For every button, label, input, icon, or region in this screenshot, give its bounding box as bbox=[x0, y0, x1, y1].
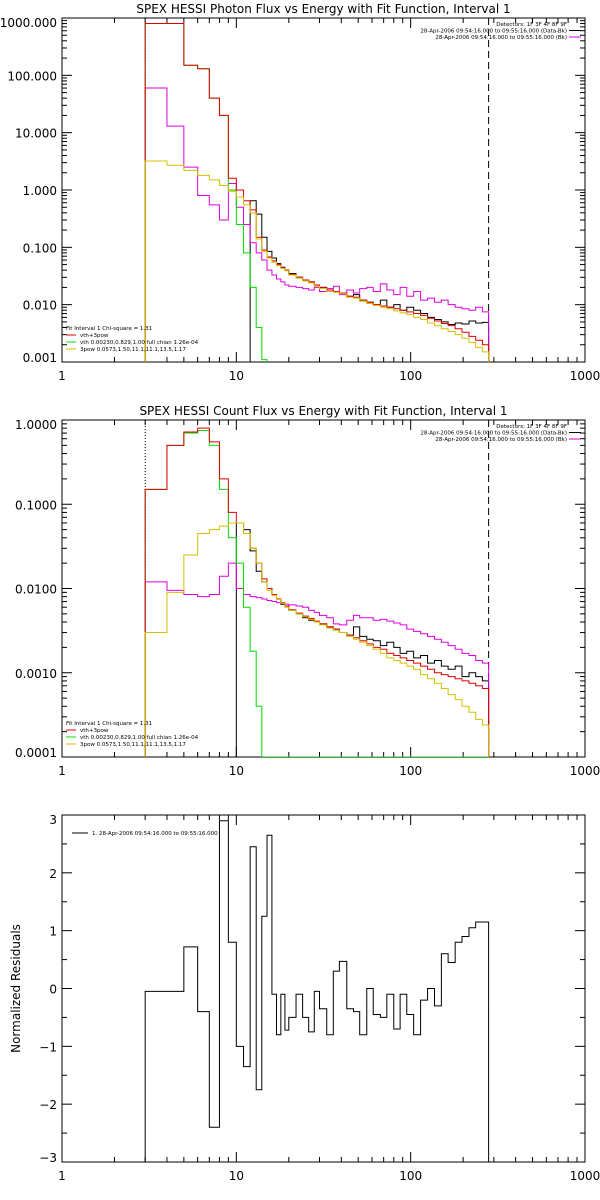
series-group bbox=[144, 820, 490, 1162]
fit-info-line: vth+3pow bbox=[80, 333, 109, 339]
series-line-5 bbox=[144, 522, 490, 757]
y-tick-label: −2 bbox=[39, 1098, 57, 1112]
y-tick-label: 1.000 bbox=[23, 184, 57, 198]
series-line-2 bbox=[144, 562, 490, 757]
series-line-2 bbox=[144, 87, 490, 362]
chart-title: SPEX HESSI Count Flux vs Energy with Fit… bbox=[139, 404, 507, 418]
y-tick-label: 0.010 bbox=[23, 299, 57, 313]
y-tick-label: 100.000 bbox=[7, 69, 57, 83]
fit-info-line: Fit Interval 1 Chi-square = 1.31 bbox=[66, 326, 152, 332]
series-group bbox=[144, 23, 490, 362]
header-line: 28-Apr-2006 09:54:16.000 to 09:55:16.000… bbox=[420, 431, 567, 437]
header-line: 28-Apr-2006 09:54:16.000 to 09:55:16.000… bbox=[420, 29, 567, 35]
y-tick-label: 1.0000 bbox=[15, 418, 57, 432]
fit-info-line: 3pow 0.0573,1.50,11.1,11.1,13.5,1.17 bbox=[80, 347, 186, 353]
plot-panel-2 bbox=[61, 419, 586, 758]
x-tick-label: 100 bbox=[399, 764, 422, 778]
y-tick-label: 1000.000 bbox=[0, 16, 57, 30]
x-tick-label: 10 bbox=[229, 369, 244, 383]
x-tick-label: 100 bbox=[399, 369, 422, 383]
header-line: 28-Apr-2006 09:54:16.000 to 09:55:16.000… bbox=[435, 35, 567, 41]
plot-frame bbox=[61, 419, 586, 758]
y-tick-label: 0.1000 bbox=[15, 498, 57, 512]
fit-info-line: Fit Interval 1 Chi-square = 1.31 bbox=[66, 721, 152, 727]
chart-title: SPEX HESSI Photon Flux vs Energy with Fi… bbox=[136, 2, 510, 16]
fit-info-line: vth 0.00230,0.829,1.00 full chian 1.26e-… bbox=[80, 340, 199, 346]
fit-info-line: 3pow 0.0573,1.50,11.1,11.1,13.5,1.17 bbox=[80, 742, 186, 748]
x-tick-label: 100 bbox=[399, 1169, 422, 1183]
y-tick-label: 0.100 bbox=[23, 241, 57, 255]
y-tick-label: 1 bbox=[49, 925, 57, 939]
header-line: Detectors: 1F 3F 4F 8F 9F bbox=[496, 424, 567, 430]
header-line: 28-Apr-2006 09:54:16.000 to 09:55:16.000… bbox=[435, 437, 567, 443]
x-tick-label: 10 bbox=[229, 764, 244, 778]
plot-panel-1 bbox=[61, 17, 586, 363]
x-tick-label: 1000 bbox=[570, 764, 600, 778]
header-line: Detectors: 1F 3F 4F 8F 9F bbox=[496, 22, 567, 28]
x-tick-label: 10 bbox=[229, 1169, 244, 1183]
series-line-1 bbox=[144, 820, 490, 1162]
x-tick-label: 1 bbox=[58, 369, 66, 383]
plot-frame bbox=[61, 814, 586, 1163]
plot-panel-3 bbox=[61, 814, 586, 1163]
y-tick-label: −3 bbox=[39, 1151, 57, 1165]
residual-legend-label: 1. 28-Apr-2006 09:54:16.000 to 09:55:16.… bbox=[92, 831, 218, 837]
series-line-1 bbox=[235, 522, 490, 757]
fit-info-line: vth 0.00230,0.829,1.00 full chian 1.26e-… bbox=[80, 735, 199, 741]
y-tick-label: 0.0001 bbox=[15, 746, 57, 760]
series-line-3 bbox=[144, 430, 490, 757]
x-tick-label: 1000 bbox=[570, 1169, 600, 1183]
series-line-4 bbox=[144, 23, 490, 362]
y-tick-label: −1 bbox=[39, 1040, 57, 1054]
series-line-5 bbox=[144, 160, 490, 362]
series-line-1 bbox=[249, 200, 490, 362]
y-axis-label: Normalized Residuals bbox=[9, 924, 23, 1053]
plot-frame bbox=[61, 17, 586, 363]
y-tick-label: 3 bbox=[49, 813, 57, 827]
x-tick-label: 1000 bbox=[570, 369, 600, 383]
series-line-4 bbox=[144, 427, 490, 757]
fit-info-line: vth+3pow bbox=[80, 728, 109, 734]
y-tick-label: 0 bbox=[49, 983, 57, 997]
y-tick-label: 0.0010 bbox=[15, 667, 57, 681]
y-tick-label: 10.000 bbox=[15, 127, 57, 141]
y-tick-label: 0.0100 bbox=[15, 583, 57, 597]
series-line-3 bbox=[144, 23, 268, 362]
series-group bbox=[144, 427, 490, 757]
y-tick-label: 2 bbox=[49, 867, 57, 881]
y-tick-label: 0.001 bbox=[23, 351, 57, 365]
x-tick-label: 1 bbox=[58, 1169, 66, 1183]
x-tick-label: 1 bbox=[58, 764, 66, 778]
